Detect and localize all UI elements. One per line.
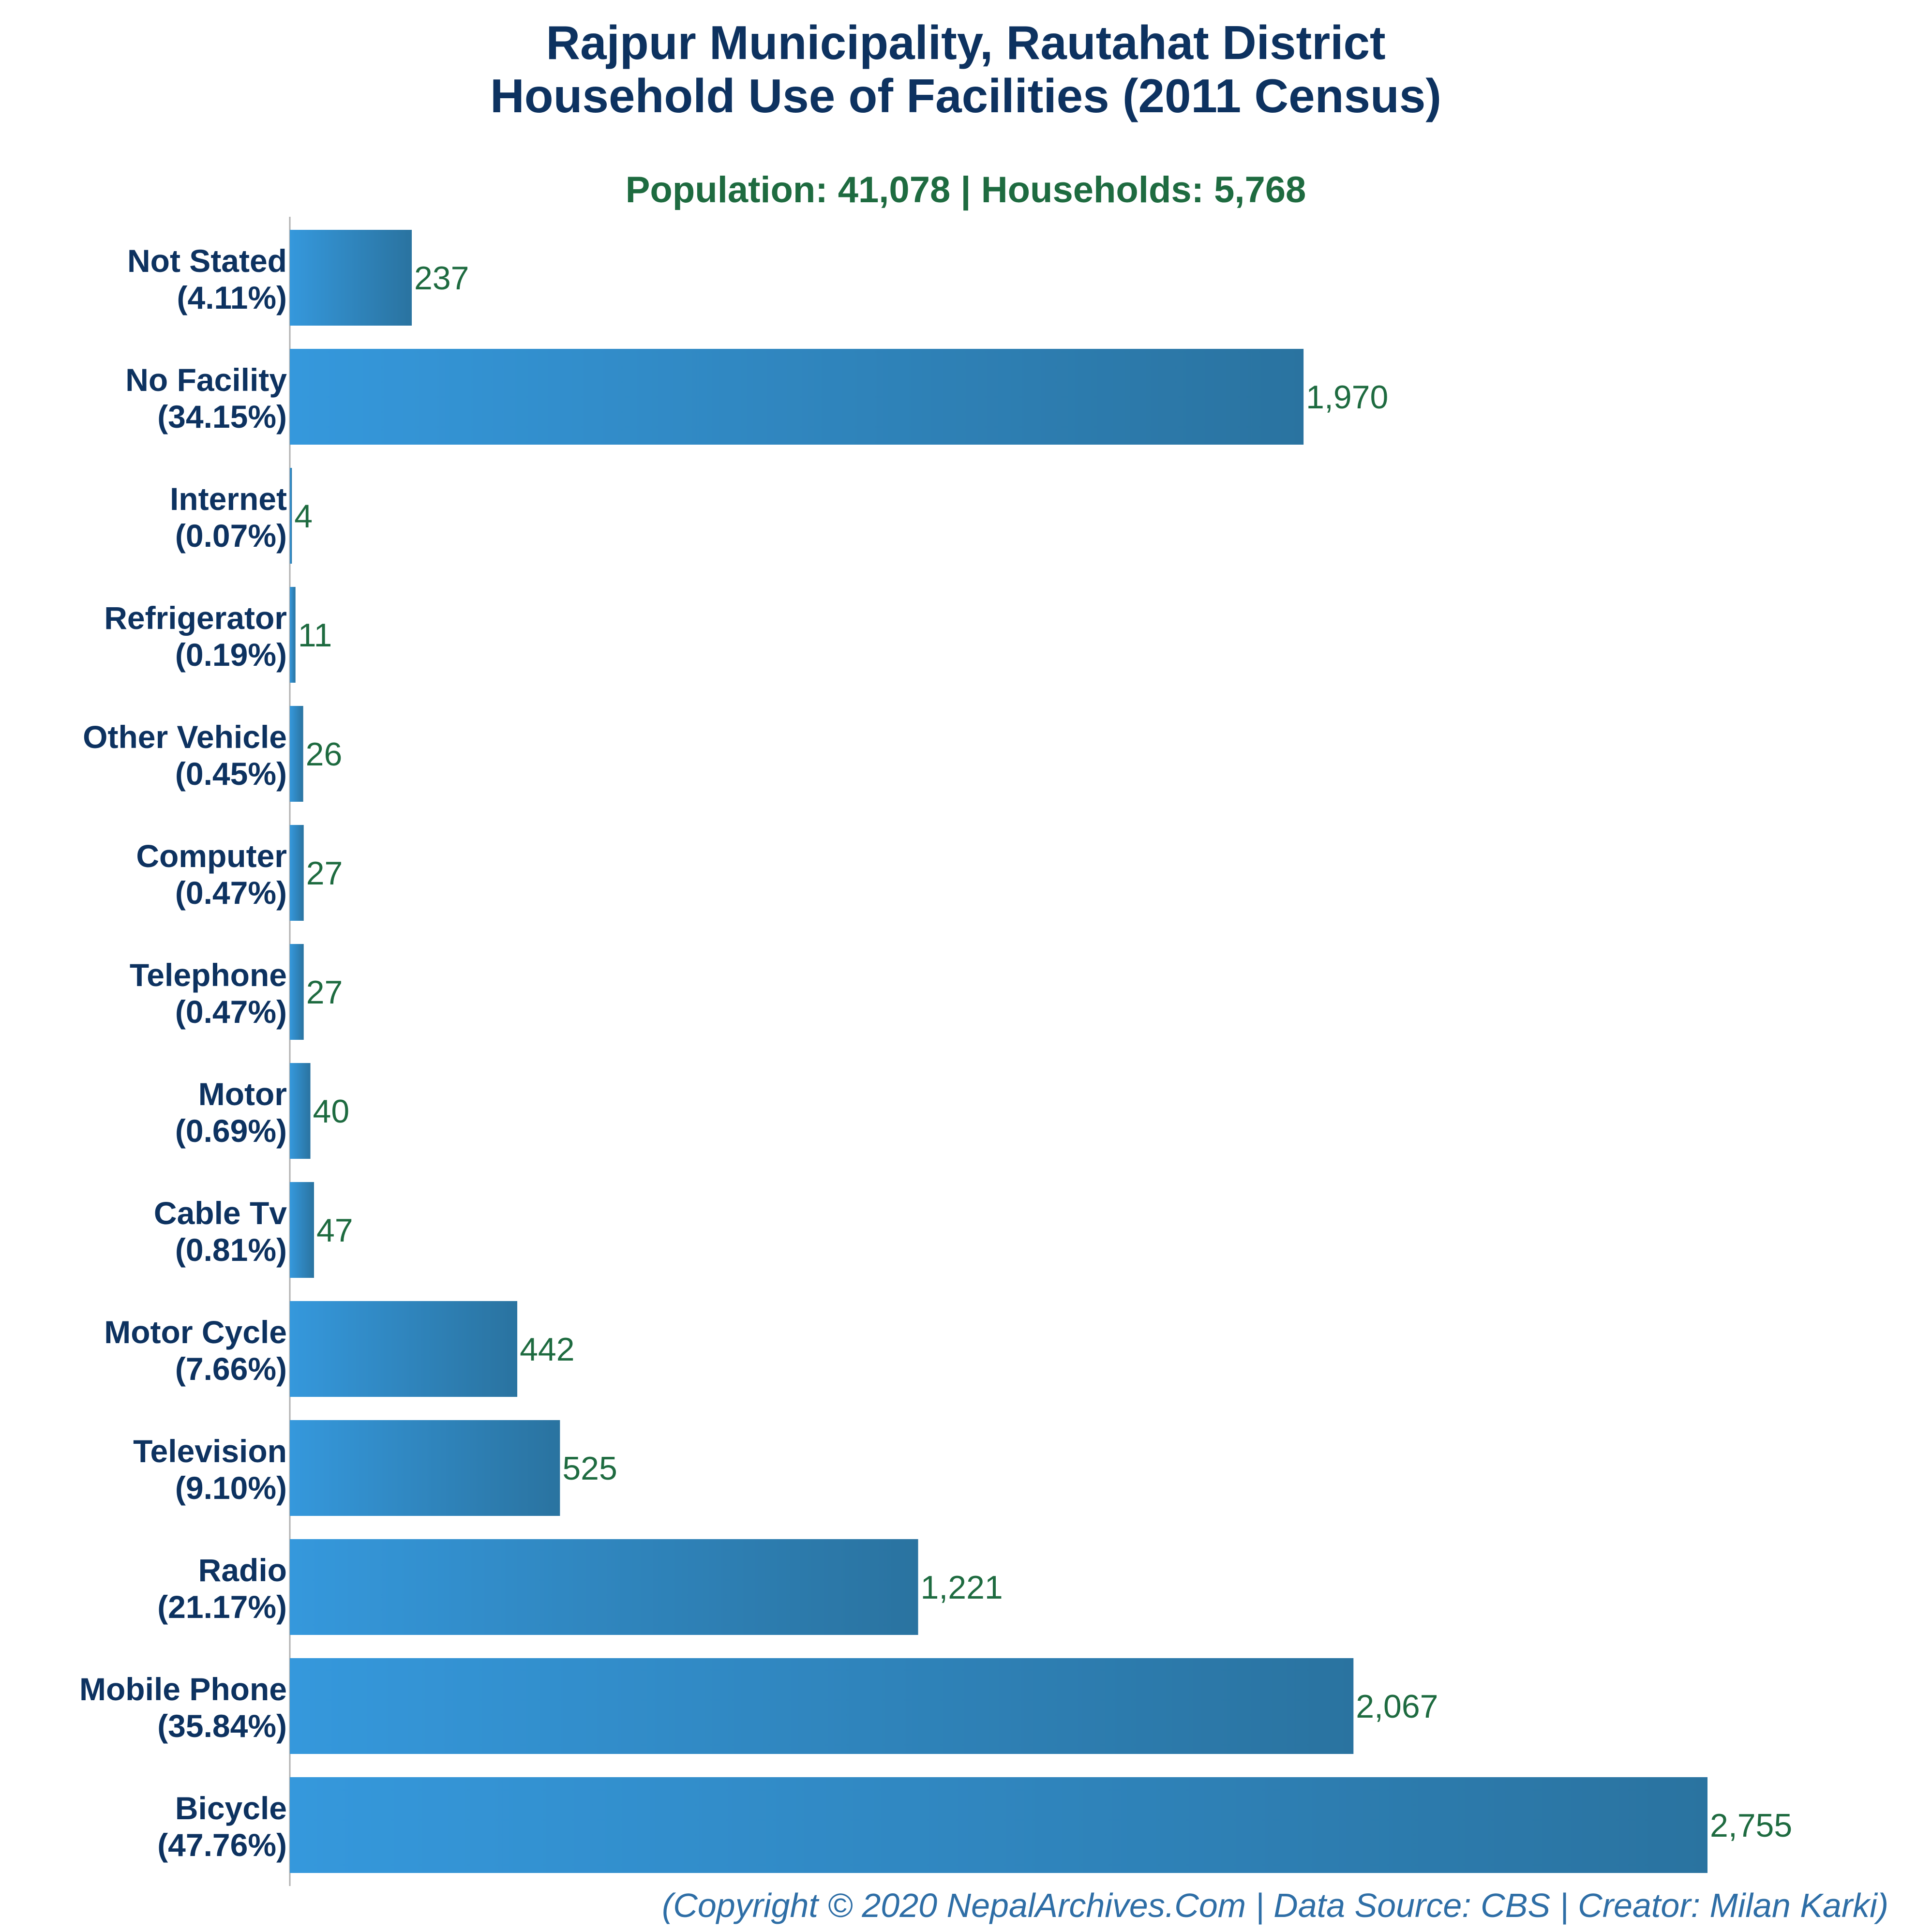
category-label: Bicycle bbox=[175, 1790, 287, 1826]
bar-refrigerator bbox=[290, 587, 296, 683]
bar-other-vehicle bbox=[290, 706, 303, 802]
value-label: 442 bbox=[520, 1331, 574, 1368]
category-label: Refrigerator bbox=[104, 600, 287, 636]
value-label: 2,067 bbox=[1356, 1688, 1438, 1725]
value-label: 26 bbox=[306, 736, 343, 773]
category-percent-label: (34.15%) bbox=[157, 399, 287, 434]
value-label: 27 bbox=[306, 974, 343, 1011]
bar-motor-cycle bbox=[290, 1301, 518, 1397]
value-label: 525 bbox=[562, 1450, 617, 1487]
value-label: 40 bbox=[313, 1093, 350, 1130]
value-label: 237 bbox=[414, 260, 469, 297]
bar-mobile-phone bbox=[290, 1658, 1354, 1754]
category-label: Other Vehicle bbox=[83, 719, 287, 755]
category-percent-label: (9.10%) bbox=[175, 1470, 287, 1506]
category-percent-label: (7.66%) bbox=[175, 1351, 287, 1387]
category-percent-label: (4.11%) bbox=[177, 280, 287, 315]
value-label: 27 bbox=[306, 855, 343, 892]
bar-cable-tv bbox=[290, 1182, 314, 1278]
category-label: Television bbox=[133, 1433, 287, 1469]
category-label: Internet bbox=[170, 481, 287, 517]
category-percent-label: (0.19%) bbox=[175, 637, 287, 673]
category-percent-label: (0.81%) bbox=[175, 1232, 287, 1268]
category-label: Telephone bbox=[130, 957, 287, 993]
category-label: Radio bbox=[198, 1552, 287, 1588]
category-percent-label: (0.47%) bbox=[175, 994, 287, 1030]
value-label: 1,221 bbox=[921, 1569, 1003, 1606]
category-percent-label: (0.07%) bbox=[175, 518, 287, 554]
category-label: Motor Cycle bbox=[104, 1314, 287, 1350]
value-label: 47 bbox=[316, 1212, 353, 1249]
bar-television bbox=[290, 1420, 560, 1516]
bar-bicycle bbox=[290, 1777, 1707, 1873]
value-label: 2,755 bbox=[1710, 1807, 1792, 1844]
chart-title-line2: Household Use of Facilities (2011 Census… bbox=[490, 69, 1441, 122]
category-label: Mobile Phone bbox=[79, 1671, 287, 1707]
category-label: Motor bbox=[198, 1076, 287, 1112]
bar-computer bbox=[290, 825, 304, 921]
category-percent-label: (35.84%) bbox=[157, 1708, 287, 1744]
category-percent-label: (47.76%) bbox=[157, 1827, 287, 1863]
category-percent-label: (21.17%) bbox=[157, 1589, 287, 1625]
category-label: Not Stated bbox=[127, 243, 287, 279]
bar-telephone bbox=[290, 944, 304, 1040]
value-label: 1,970 bbox=[1306, 379, 1388, 416]
bar-radio bbox=[290, 1539, 918, 1635]
chart-title-line1: Rajpur Municipality, Rautahat District bbox=[546, 16, 1385, 69]
bar-internet bbox=[290, 468, 292, 564]
bars-group: 237 Not Stated(4.11%) 1,970 No Facility(34.… bbox=[79, 230, 1792, 1873]
chart-subtitle: Population: 41,078 | Households: 5,768 bbox=[626, 169, 1306, 211]
category-label: Computer bbox=[136, 838, 287, 874]
value-label: 4 bbox=[294, 498, 313, 535]
bar-not-stated bbox=[290, 230, 412, 326]
category-percent-label: (0.45%) bbox=[175, 756, 287, 792]
category-label: No Facility bbox=[125, 362, 287, 398]
bar-no-facility bbox=[290, 349, 1304, 445]
chart-footer: (Copyright © 2020 NepalArchives.Com | Da… bbox=[662, 1887, 1888, 1925]
bar-motor bbox=[290, 1063, 311, 1159]
value-label: 11 bbox=[298, 617, 332, 654]
category-percent-label: (0.69%) bbox=[175, 1113, 287, 1149]
category-percent-label: (0.47%) bbox=[175, 875, 287, 911]
category-label: Cable Tv bbox=[154, 1195, 287, 1231]
